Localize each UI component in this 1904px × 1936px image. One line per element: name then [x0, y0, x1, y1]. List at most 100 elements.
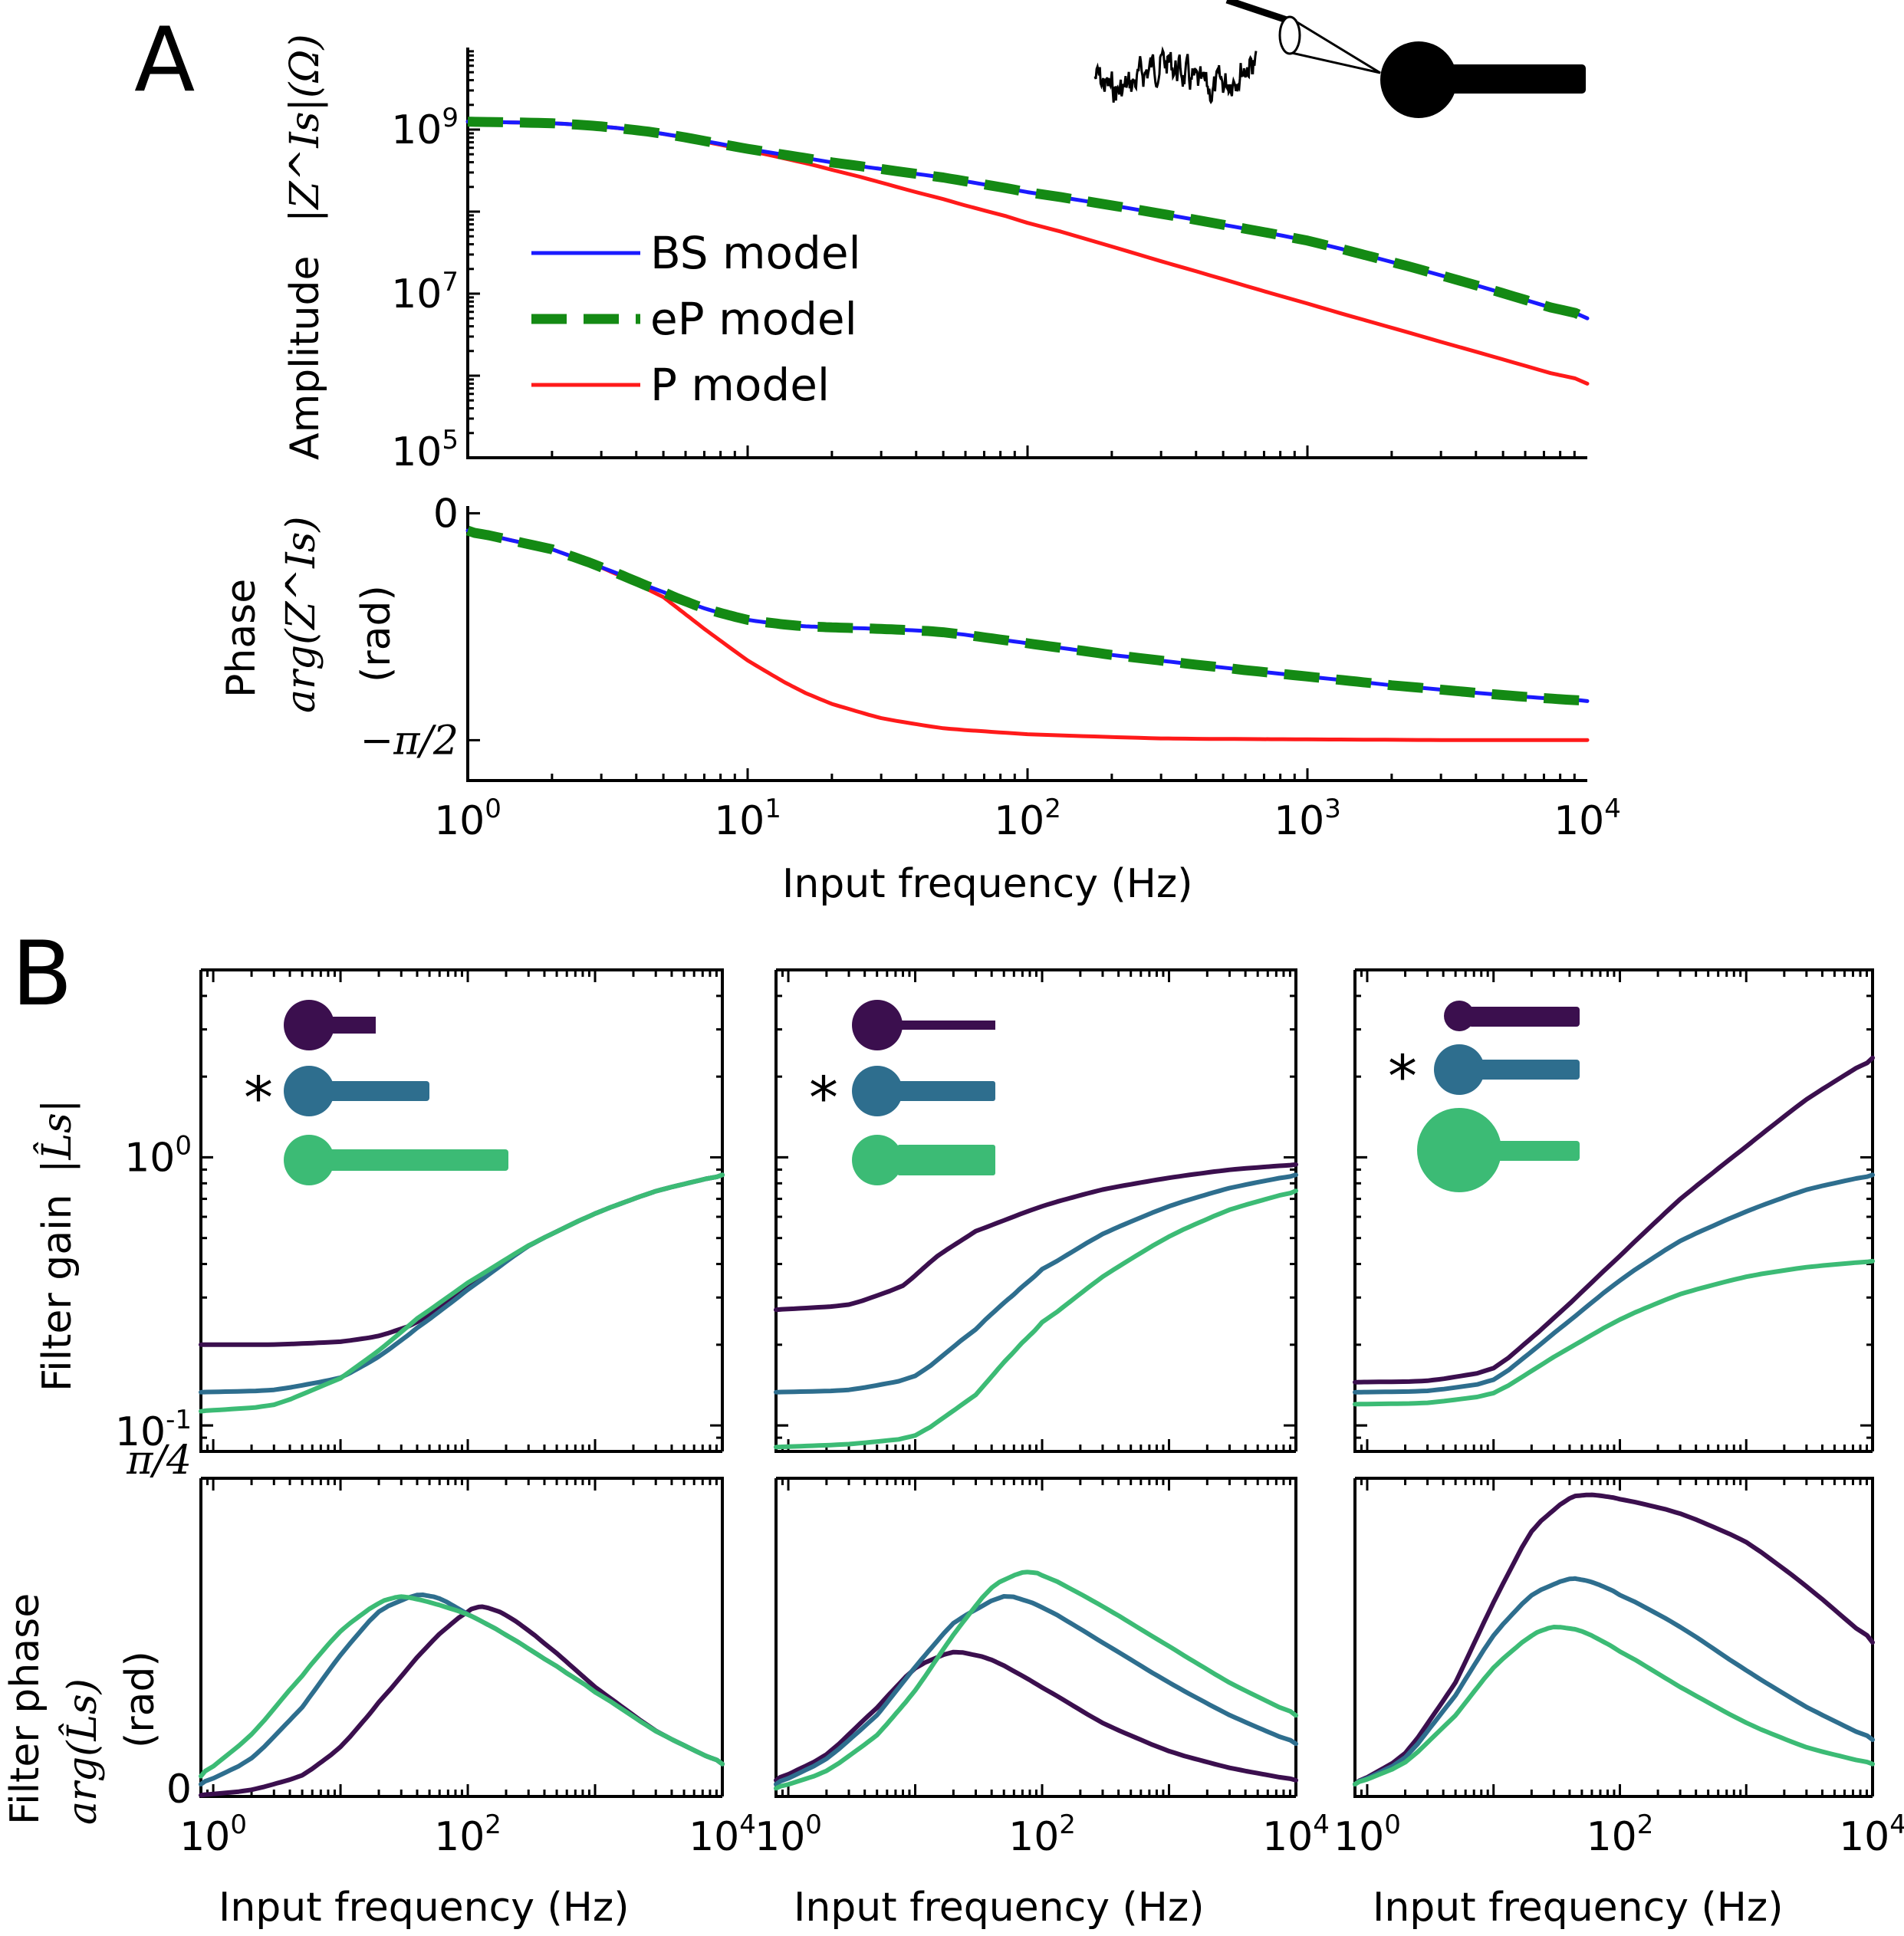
neuron-soma-small-icon [1444, 1001, 1475, 1031]
neuron-soma-mid-icon [284, 1066, 334, 1116]
b-gain-ylabel-math: |L̂s| [34, 1099, 81, 1173]
neuron-soma-icon [1380, 41, 1457, 118]
x-tick-label: 102 [1587, 1809, 1654, 1860]
x-tick-label: 102 [434, 1809, 501, 1860]
panel-label-a: A [134, 8, 195, 112]
noise-trace-icon [1093, 46, 1258, 105]
b3-star: * [1388, 1042, 1417, 1110]
pipette-tip-icon [1278, 15, 1301, 55]
b2-star: * [809, 1063, 838, 1132]
neuron-soma-long-icon [852, 1135, 903, 1185]
b-phase-ylabel-unit: (rad) [117, 1651, 163, 1748]
x-tick-label: 100 [434, 794, 501, 844]
neuron-dendrite-thin-icon [897, 1021, 995, 1030]
plot-A_amplitude: 109 107 105 [391, 48, 1590, 475]
neuron-soma-mid-icon [1434, 1044, 1485, 1095]
neuron-dendrite-short-icon [328, 1017, 376, 1034]
legend-label-ep: eP model [650, 293, 857, 345]
y-tick-label: 10-1 [115, 1405, 192, 1455]
y-tick-label: −π/2 [360, 718, 459, 764]
series-line-long [199, 1172, 725, 1414]
axis-frame [199, 1478, 722, 1798]
axis-frame-top-right [201, 1477, 724, 1796]
series-line-ep-model [467, 117, 1590, 324]
x-tick-label: 100 [1333, 1809, 1401, 1860]
neuron-soma-large-icon [1417, 1108, 1501, 1192]
a-input-schematic [1093, 0, 1586, 118]
a-phase-ylabel-math: arg(Z^Is) [278, 516, 324, 713]
b2-inset: * [809, 1000, 995, 1185]
y-tick-label: 107 [391, 267, 459, 317]
neuron-dendrite-short-icon [1468, 1007, 1580, 1027]
neuron-soma-short-icon [284, 1000, 334, 1050]
x-tick-label: 100 [179, 1809, 247, 1860]
series-line-bs-model [465, 120, 1590, 320]
a-xlabel: Input frequency (Hz) [782, 861, 1193, 907]
neuron-dendrite-mid-icon [1476, 1060, 1580, 1080]
x-tick-label: 102 [1008, 1809, 1076, 1860]
a-phase-ylabel-unit: (rad) [354, 585, 400, 682]
axis-frame [1353, 1478, 1873, 1798]
series-line-short [1353, 1055, 1875, 1385]
b1-star: * [244, 1063, 273, 1132]
series-line-long [1353, 1258, 1875, 1407]
panel-label-b: B [12, 922, 73, 1026]
series-line-long [774, 1570, 1298, 1791]
series-line-mid [1353, 1576, 1875, 1787]
plot-B3_phase: 100 102 104 [1333, 1477, 1904, 1860]
series-line-long [1353, 1625, 1875, 1787]
series-line-short [774, 1649, 1298, 1783]
x-tick-label: 104 [1554, 794, 1621, 844]
plot-B2_gain [774, 968, 1298, 1453]
b-phase-ylabel-math: arg(L̂s) [59, 1678, 106, 1825]
y-tick-label: 0 [433, 491, 459, 537]
x-tick-label: 104 [1839, 1809, 1904, 1860]
neuron-soma-mid-icon [852, 1066, 903, 1116]
series-line-p-model [465, 528, 1590, 742]
y-tick-label: 0 [166, 1767, 192, 1813]
neuron-dendrite-icon [1442, 64, 1586, 94]
series-line-mid [774, 1172, 1298, 1395]
y-tick-label: 100 [124, 1130, 192, 1181]
series-line-long [199, 1594, 725, 1779]
series-line-mid [774, 1594, 1298, 1787]
a-phase-ylabel-text: Phase [219, 579, 265, 698]
a-legend: BS model eP model P model [531, 227, 861, 411]
plot-B1_gain: 100 10-1 [115, 968, 725, 1455]
y-tick-label: π/4 [126, 1438, 192, 1484]
plot-B2_phase: 100 102 104 [755, 1477, 1330, 1860]
b-gain-ylabel-text: Filter gain [35, 1194, 81, 1392]
neuron-dendrite-long-icon [1491, 1141, 1580, 1161]
axis-frame [199, 970, 722, 1453]
plot-B3_gain [1353, 968, 1875, 1453]
pipette-cone-icon [1287, 17, 1381, 74]
neuron-dendrite-mid-icon [897, 1081, 995, 1101]
axis-frame-top-right [201, 968, 724, 1451]
x-tick-label: 103 [1274, 794, 1341, 844]
neuron-soma-short-icon [852, 1000, 903, 1050]
series-line-mid [1353, 1172, 1875, 1395]
neuron-dendrite-mid-icon [328, 1081, 429, 1101]
x-tick-label: 104 [1262, 1809, 1330, 1860]
b3-xlabel: Input frequency (Hz) [1373, 1885, 1784, 1931]
x-tick-label: 104 [689, 1809, 756, 1860]
plot-A_phase: 0 −π/2 100 101 102 103 104 [360, 491, 1621, 844]
axis-frame-top-right [1355, 1477, 1874, 1796]
b3-inset: * [1388, 1001, 1580, 1192]
b1-xlabel: Input frequency (Hz) [219, 1885, 630, 1931]
b2-xlabel: Input frequency (Hz) [794, 1885, 1205, 1931]
x-tick-label: 101 [714, 794, 781, 844]
axis-frame-top-right [776, 1477, 1297, 1796]
series-line-short [1353, 1492, 1875, 1787]
b1-inset: * [244, 1000, 508, 1185]
x-tick-label: 102 [994, 794, 1061, 844]
y-tick-label: 105 [391, 425, 459, 475]
a-amp-ylabel-text: Amplitude [282, 256, 328, 460]
axis-frame [774, 1478, 1296, 1798]
neuron-dendrite-long-icon [328, 1149, 508, 1171]
legend-label-bs: BS model [650, 227, 861, 279]
b-phase-ylabel-text: Filter phase [2, 1593, 48, 1825]
series-line-ep-model [465, 525, 1588, 706]
